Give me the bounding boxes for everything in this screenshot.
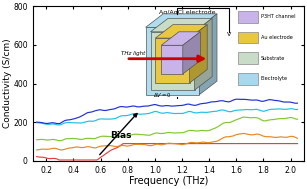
Text: Ag/AgCl electrode: Ag/AgCl electrode	[159, 10, 216, 15]
Text: Bias: Bias	[110, 131, 132, 140]
X-axis label: Frequency (THz): Frequency (THz)	[129, 176, 208, 186]
Y-axis label: Conductivity (S/cm): Conductivity (S/cm)	[3, 39, 12, 129]
